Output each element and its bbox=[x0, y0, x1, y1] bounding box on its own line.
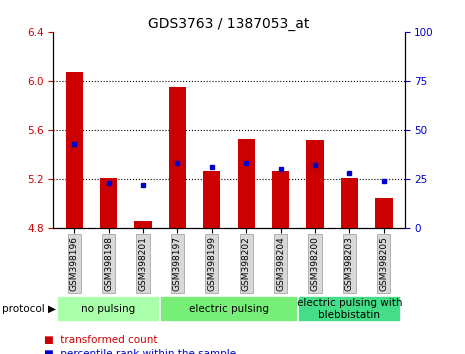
Bar bbox=[238, 139, 255, 228]
Bar bbox=[298, 296, 401, 322]
Bar bbox=[272, 171, 289, 228]
Bar bbox=[66, 72, 83, 228]
Text: no pulsing: no pulsing bbox=[81, 304, 136, 314]
Text: ■  transformed count: ■ transformed count bbox=[44, 335, 158, 345]
Bar bbox=[341, 178, 358, 228]
Text: protocol ▶: protocol ▶ bbox=[2, 304, 56, 314]
Bar bbox=[100, 178, 117, 228]
Text: ■  percentile rank within the sample: ■ percentile rank within the sample bbox=[44, 349, 236, 354]
Bar bbox=[203, 171, 220, 228]
Bar bbox=[160, 296, 298, 322]
Text: electric pulsing: electric pulsing bbox=[189, 304, 269, 314]
Bar bbox=[57, 296, 160, 322]
Bar bbox=[134, 221, 152, 228]
Bar bbox=[306, 140, 324, 228]
Bar bbox=[169, 87, 186, 228]
Text: electric pulsing with
blebbistatin: electric pulsing with blebbistatin bbox=[297, 298, 402, 320]
Bar bbox=[375, 198, 392, 228]
Title: GDS3763 / 1387053_at: GDS3763 / 1387053_at bbox=[148, 17, 310, 31]
